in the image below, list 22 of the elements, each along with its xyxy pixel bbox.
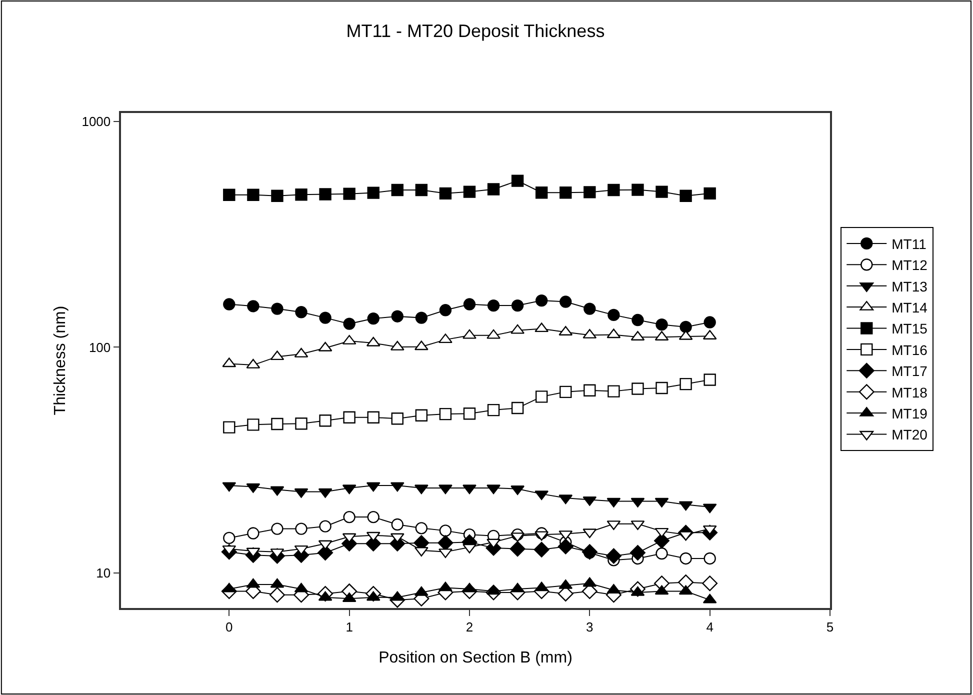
legend-label: MT11 — [892, 236, 927, 252]
y-tick-label: 1000 — [82, 114, 111, 129]
legend-label: MT17 — [892, 363, 928, 380]
chart-title: MT11 - MT20 Deposit Thickness — [346, 20, 605, 41]
x-tick-label: 0 — [226, 619, 233, 634]
legend-label: MT16 — [892, 342, 928, 358]
legend-label: MT14 — [892, 300, 928, 316]
x-tick-label: 5 — [826, 619, 834, 634]
x-tick-label: 3 — [586, 619, 594, 634]
legend-label: MT20 — [892, 426, 928, 443]
y-axis-title: Thickness (nm) — [52, 306, 70, 416]
x-tick-label: 2 — [466, 619, 474, 634]
y-tick-label: 10 — [96, 566, 111, 581]
legend-label: MT15 — [892, 320, 928, 337]
legend-label: MT13 — [892, 278, 928, 294]
legend-label: MT18 — [892, 384, 928, 400]
y-tick-label: 100 — [88, 340, 111, 355]
x-tick-label: 4 — [706, 619, 714, 634]
x-axis-title: Position on Section B (mm) — [378, 650, 572, 667]
legend-label: MT12 — [892, 257, 928, 274]
x-tick-label: 1 — [346, 619, 353, 634]
legend-label: MT19 — [892, 406, 928, 422]
